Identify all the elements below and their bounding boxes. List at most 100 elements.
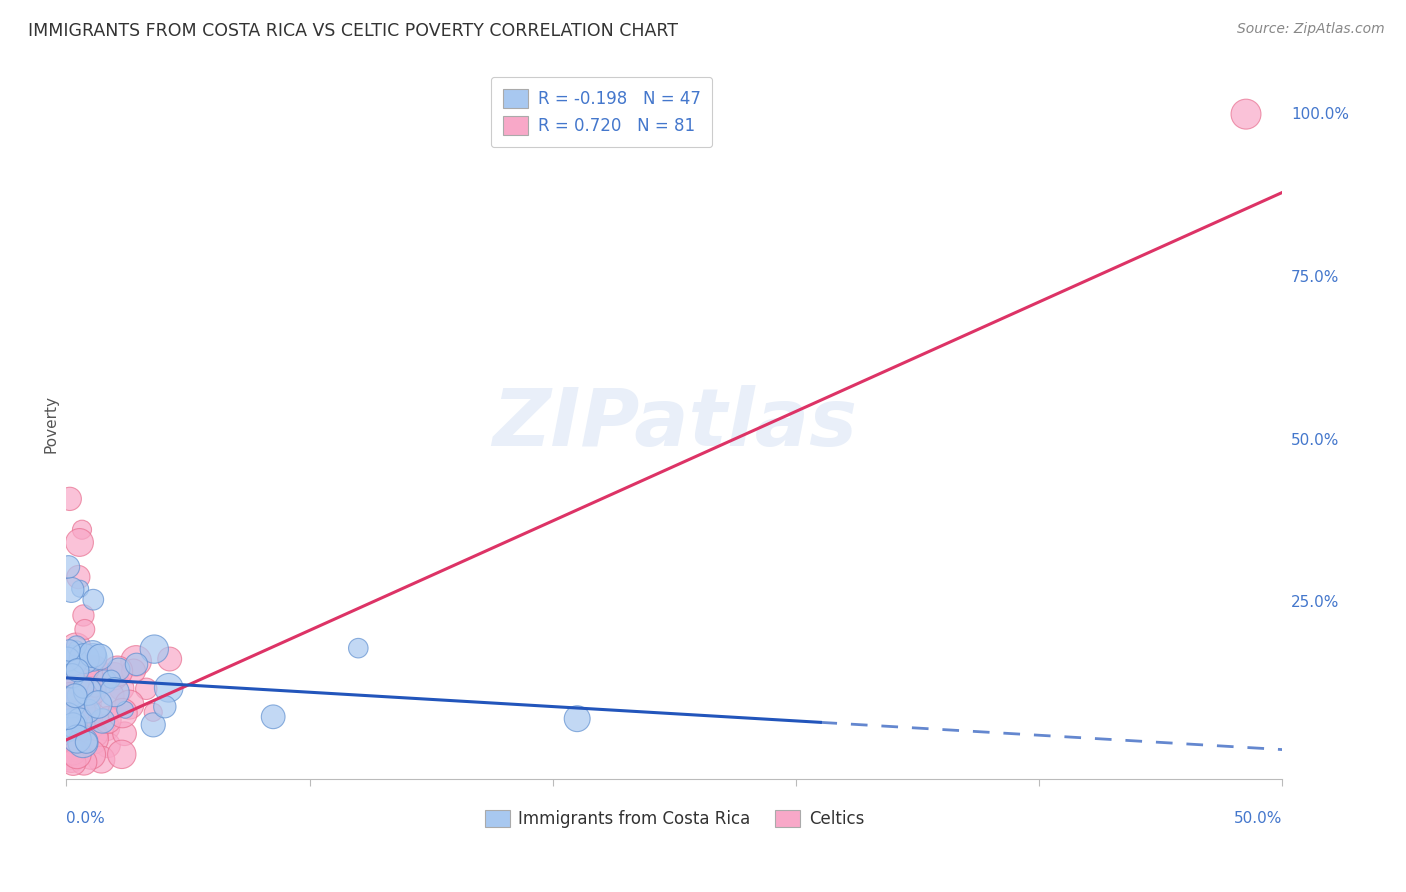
Point	[58, 653, 80, 667]
Point	[58, 738, 80, 752]
Point	[62, 718, 84, 732]
Point	[111, 747, 134, 762]
Point	[60, 669, 83, 683]
Point	[66, 701, 89, 715]
Text: 50.0%: 50.0%	[1291, 433, 1339, 448]
Point	[59, 696, 82, 710]
Point	[72, 735, 94, 749]
Point	[65, 641, 87, 656]
Point	[56, 709, 79, 723]
Point	[65, 698, 87, 713]
Point	[60, 648, 83, 663]
Point	[62, 649, 84, 664]
Point	[153, 699, 176, 714]
Point	[65, 641, 87, 656]
Point	[67, 570, 90, 584]
Text: 50.0%: 50.0%	[1234, 811, 1282, 826]
Point	[84, 728, 107, 742]
Point	[58, 689, 80, 703]
Point	[75, 691, 97, 706]
Text: 75.0%: 75.0%	[1291, 269, 1339, 285]
Point	[82, 592, 104, 607]
Point	[69, 582, 91, 596]
Point	[83, 731, 105, 746]
Point	[60, 693, 83, 707]
Point	[125, 654, 148, 668]
Point	[62, 698, 84, 712]
Point	[62, 693, 84, 707]
Point	[135, 681, 157, 696]
Point	[82, 710, 104, 724]
Point	[58, 643, 80, 657]
Point	[79, 713, 101, 727]
Point	[97, 713, 120, 727]
Text: 25.0%: 25.0%	[1291, 596, 1339, 610]
Point	[73, 714, 96, 729]
Point	[347, 641, 370, 656]
Point	[122, 664, 145, 678]
Point	[73, 651, 96, 665]
Legend: Immigrants from Costa Rica, Celtics: Immigrants from Costa Rica, Celtics	[478, 803, 870, 835]
Point	[82, 647, 104, 661]
Point	[66, 663, 89, 677]
Text: 0.0%: 0.0%	[66, 811, 105, 826]
Text: IMMIGRANTS FROM COSTA RICA VS CELTIC POVERTY CORRELATION CHART: IMMIGRANTS FROM COSTA RICA VS CELTIC POV…	[28, 22, 678, 40]
Point	[89, 649, 111, 664]
Point	[63, 709, 86, 723]
Point	[62, 726, 84, 740]
Point	[56, 747, 79, 762]
Y-axis label: Poverty: Poverty	[44, 395, 58, 453]
Point	[77, 704, 100, 718]
Point	[56, 690, 79, 705]
Point	[567, 712, 589, 726]
Point	[66, 689, 89, 703]
Point	[56, 675, 79, 690]
Point	[69, 535, 91, 549]
Point	[80, 747, 103, 762]
Point	[59, 491, 82, 506]
Point	[103, 669, 125, 683]
Point	[60, 717, 83, 731]
Point	[58, 744, 80, 758]
Point	[97, 738, 120, 752]
Point	[65, 694, 87, 708]
Point	[62, 738, 84, 752]
Point	[1234, 107, 1257, 121]
Point	[60, 654, 83, 668]
Point	[69, 714, 91, 728]
Point	[56, 700, 79, 714]
Text: ZIPatlas: ZIPatlas	[492, 384, 858, 463]
Point	[142, 718, 165, 732]
Point	[143, 642, 166, 657]
Point	[90, 753, 112, 767]
Point	[83, 663, 105, 677]
Point	[80, 664, 103, 678]
Point	[96, 721, 118, 735]
Point	[80, 697, 103, 711]
Point	[80, 684, 103, 698]
Point	[72, 608, 94, 623]
Point	[63, 740, 86, 755]
Point	[70, 523, 93, 537]
Point	[60, 752, 83, 766]
Point	[62, 740, 84, 755]
Point	[63, 680, 86, 694]
Point	[65, 707, 87, 722]
Point	[66, 732, 89, 747]
Point	[59, 671, 82, 685]
Point	[56, 721, 79, 735]
Point	[111, 706, 134, 720]
Point	[65, 639, 87, 653]
Point	[58, 560, 80, 574]
Point	[107, 662, 129, 676]
Text: 100.0%: 100.0%	[1291, 107, 1348, 121]
Point	[75, 702, 97, 716]
Point	[58, 677, 80, 691]
Point	[94, 674, 117, 689]
Point	[114, 727, 136, 741]
Point	[72, 681, 94, 695]
Point	[62, 756, 84, 770]
Point	[73, 677, 96, 691]
Point	[66, 747, 89, 762]
Point	[159, 652, 181, 666]
